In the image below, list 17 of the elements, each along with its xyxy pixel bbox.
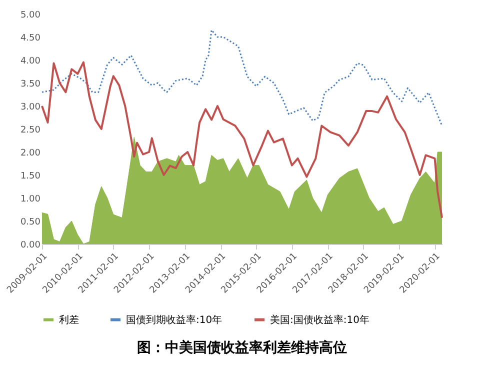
y-tick-label: 0.00: [20, 240, 41, 250]
y-tick-label: 4.50: [20, 34, 41, 44]
y-tick-label: 0.50: [20, 218, 41, 228]
y-tick-label: 1.50: [20, 172, 41, 182]
y-tick-label: 5.00: [20, 10, 41, 20]
y-tick-label: 3.00: [20, 102, 41, 112]
y-tick-label: 3.50: [20, 80, 41, 90]
legend-label: 利差: [59, 314, 79, 326]
text: 图：中美国债收益率利差维持高位: [137, 339, 347, 356]
legend-label: 美国:国债收益率:10年: [270, 314, 370, 326]
legend-label: 国债到期收益率:10年: [126, 314, 222, 326]
y-tick-label: 1.00: [20, 194, 41, 204]
y-tick-label: 2.50: [20, 126, 41, 136]
y-tick-label: 2.00: [20, 148, 41, 158]
y-tick-label: 4.00: [20, 56, 41, 66]
line-series: [41, 29, 443, 127]
line-series: [41, 61, 443, 219]
